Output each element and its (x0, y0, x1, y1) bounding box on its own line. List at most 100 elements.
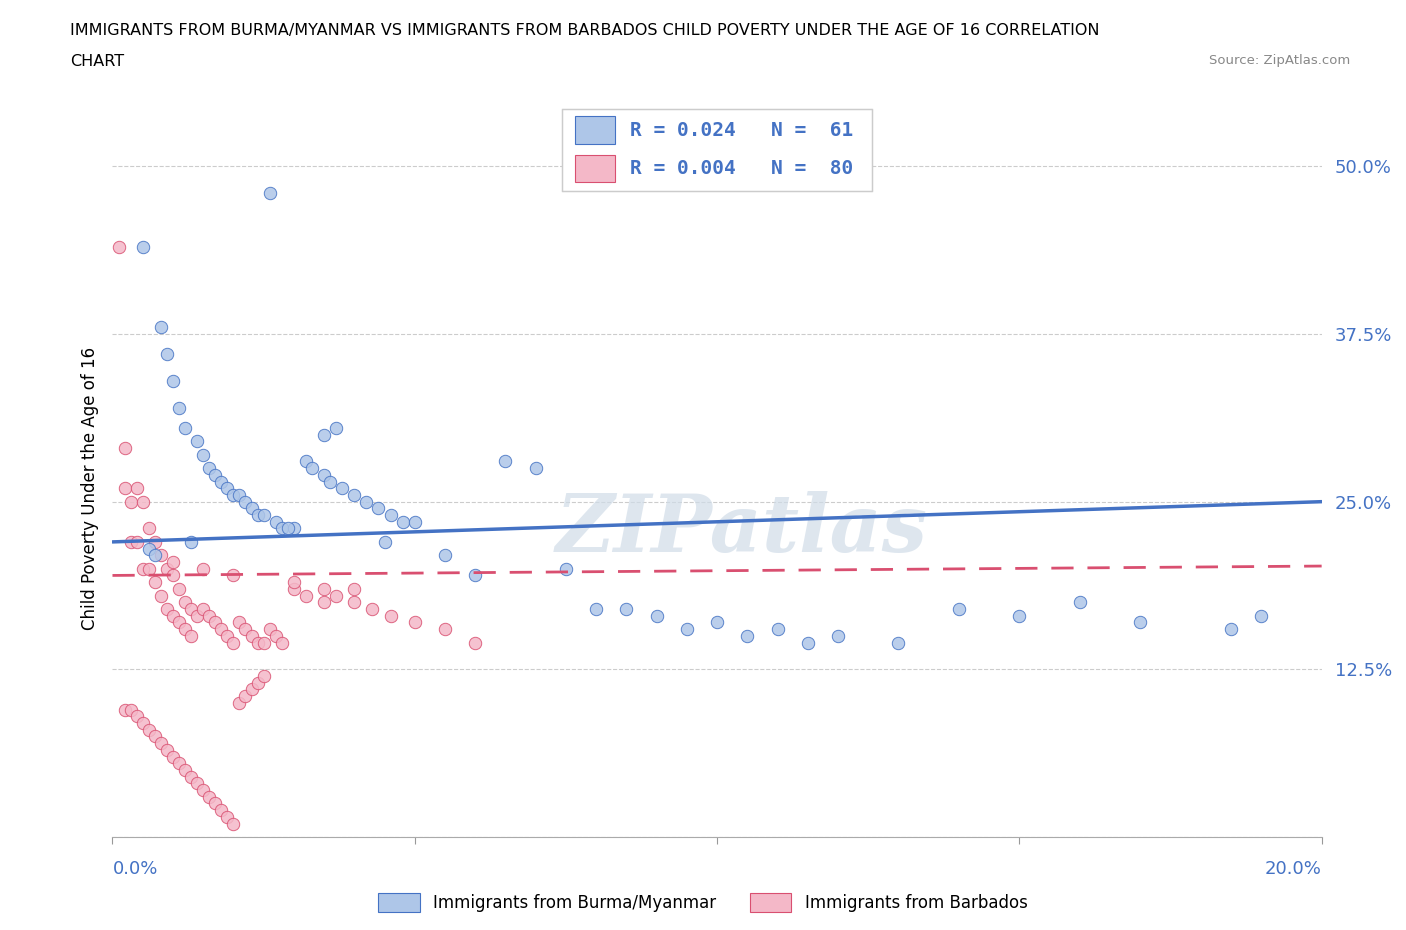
Point (270, 521, 292, 536)
Point (343, 581, 366, 596)
Point (827, 629, 849, 644)
Text: ZIPatlas: ZIPatlas (555, 491, 928, 569)
Point (367, 501, 389, 516)
Point (283, 575, 305, 590)
Point (186, 608, 208, 623)
Point (180, 535, 202, 550)
Point (167, 615, 190, 630)
Point (143, 535, 166, 550)
Point (404, 615, 426, 630)
Point (149, 320, 172, 335)
Point (132, 494, 155, 509)
Point (228, 615, 250, 630)
Point (180, 769, 202, 784)
Point (222, 568, 245, 583)
Point (174, 763, 197, 777)
Point (433, 548, 456, 563)
Point (174, 420, 197, 435)
Text: R = 0.004   N =  80: R = 0.004 N = 80 (630, 159, 853, 178)
Point (645, 608, 668, 623)
Point (264, 514, 287, 529)
Legend: Immigrants from Burma/Myanmar, Immigrants from Barbados: Immigrants from Burma/Myanmar, Immigrant… (378, 893, 1028, 912)
Point (464, 568, 486, 583)
Point (217, 481, 239, 496)
Point (391, 514, 413, 529)
Point (120, 702, 142, 717)
Point (186, 776, 208, 790)
Point (270, 635, 292, 650)
Point (125, 535, 148, 550)
Point (132, 562, 155, 577)
Point (524, 460, 547, 475)
Point (156, 742, 179, 757)
Point (107, 239, 129, 254)
Point (246, 635, 269, 650)
Point (143, 575, 166, 590)
Point (162, 568, 184, 583)
Point (1008, 608, 1031, 623)
Point (356, 494, 378, 509)
Point (433, 621, 456, 636)
Point (314, 468, 336, 483)
Point (191, 562, 214, 577)
Point (156, 562, 179, 577)
Text: 0.0%: 0.0% (112, 860, 157, 878)
Point (125, 709, 148, 724)
Point (156, 347, 179, 362)
Point (132, 715, 155, 730)
Point (125, 481, 148, 496)
Point (180, 629, 202, 644)
Point (737, 629, 759, 644)
Point (616, 602, 638, 617)
Point (138, 541, 160, 556)
Text: CHART: CHART (70, 54, 124, 69)
Point (138, 562, 160, 577)
Point (138, 521, 160, 536)
Point (209, 621, 232, 636)
Point (217, 809, 239, 824)
Point (235, 494, 257, 509)
Point (343, 487, 366, 502)
Point (240, 501, 263, 516)
Point (191, 447, 214, 462)
Point (948, 602, 970, 617)
Point (259, 186, 281, 201)
Point (222, 487, 245, 502)
Point (295, 588, 318, 603)
Point (314, 595, 336, 610)
Point (283, 521, 305, 536)
Point (217, 629, 239, 644)
Point (404, 514, 426, 529)
Point (120, 494, 142, 509)
Text: IMMIGRANTS FROM BURMA/MYANMAR VS IMMIGRANTS FROM BARBADOS CHILD POVERTY UNDER TH: IMMIGRANTS FROM BURMA/MYANMAR VS IMMIGRA… (70, 23, 1099, 38)
Point (198, 460, 221, 475)
Point (198, 608, 221, 623)
Point (114, 481, 136, 496)
Point (191, 783, 214, 798)
Point (264, 629, 287, 644)
Point (149, 548, 172, 563)
Point (209, 803, 232, 817)
Point (228, 696, 250, 711)
Point (162, 608, 184, 623)
Point (235, 621, 257, 636)
Point (319, 474, 342, 489)
Point (380, 508, 402, 523)
Point (132, 239, 155, 254)
Point (240, 629, 263, 644)
Point (314, 427, 336, 442)
Point (222, 635, 245, 650)
Point (204, 796, 226, 811)
Point (167, 581, 190, 596)
Point (114, 702, 136, 717)
Point (204, 468, 226, 483)
Point (283, 581, 305, 596)
Point (464, 635, 486, 650)
Point (361, 602, 384, 617)
Point (314, 581, 336, 596)
Point (180, 602, 202, 617)
Point (259, 621, 281, 636)
Point (675, 621, 697, 636)
Text: Source: ZipAtlas.com: Source: ZipAtlas.com (1209, 54, 1350, 67)
Point (1250, 608, 1272, 623)
